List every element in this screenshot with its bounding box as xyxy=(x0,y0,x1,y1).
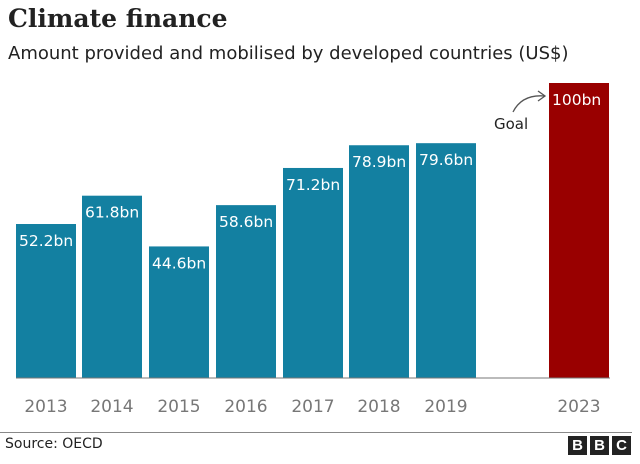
x-tick-label: 2016 xyxy=(224,397,267,417)
bar-2015 xyxy=(149,246,209,378)
x-tick-label: 2014 xyxy=(90,397,133,417)
bar-2019 xyxy=(416,143,476,378)
arrowhead-icon xyxy=(537,90,547,102)
bar-2017 xyxy=(283,167,343,378)
x-tick-label: 2018 xyxy=(357,397,400,417)
bar-2016 xyxy=(216,205,276,378)
x-tick-label: 2017 xyxy=(291,397,334,417)
data-label: 44.6bn xyxy=(152,254,206,272)
bar-2018 xyxy=(349,145,409,378)
footer-divider xyxy=(0,432,632,433)
chart-subtitle: Amount provided and mobilised by develop… xyxy=(8,43,569,64)
chart-title: Climate finance xyxy=(8,4,228,33)
x-tick-label: 2023 xyxy=(557,397,600,417)
goal-arrow xyxy=(512,95,546,113)
source-label: Source: OECD xyxy=(5,436,103,452)
x-tick-label: 2013 xyxy=(24,397,67,417)
bar-chart: 52.2bn 2013 61.8bn 2014 44.6bn 2015 58.6bn 2016… xyxy=(16,83,610,417)
data-label: 58.6bn xyxy=(219,213,273,231)
x-tick-label: 2019 xyxy=(424,397,467,417)
data-label: 100bn xyxy=(552,91,601,109)
data-label: 71.2bn xyxy=(286,176,340,194)
goal-annotation: Goal xyxy=(494,115,528,133)
data-label: 61.8bn xyxy=(85,204,139,222)
x-tick-label: 2015 xyxy=(157,397,200,417)
bar-2013 xyxy=(16,224,76,378)
data-label: 52.2bn xyxy=(19,232,73,250)
data-label: 79.6bn xyxy=(419,151,473,169)
bar-2014 xyxy=(82,195,142,378)
bar-2023 xyxy=(549,83,609,378)
data-label: 78.9bn xyxy=(352,153,406,171)
